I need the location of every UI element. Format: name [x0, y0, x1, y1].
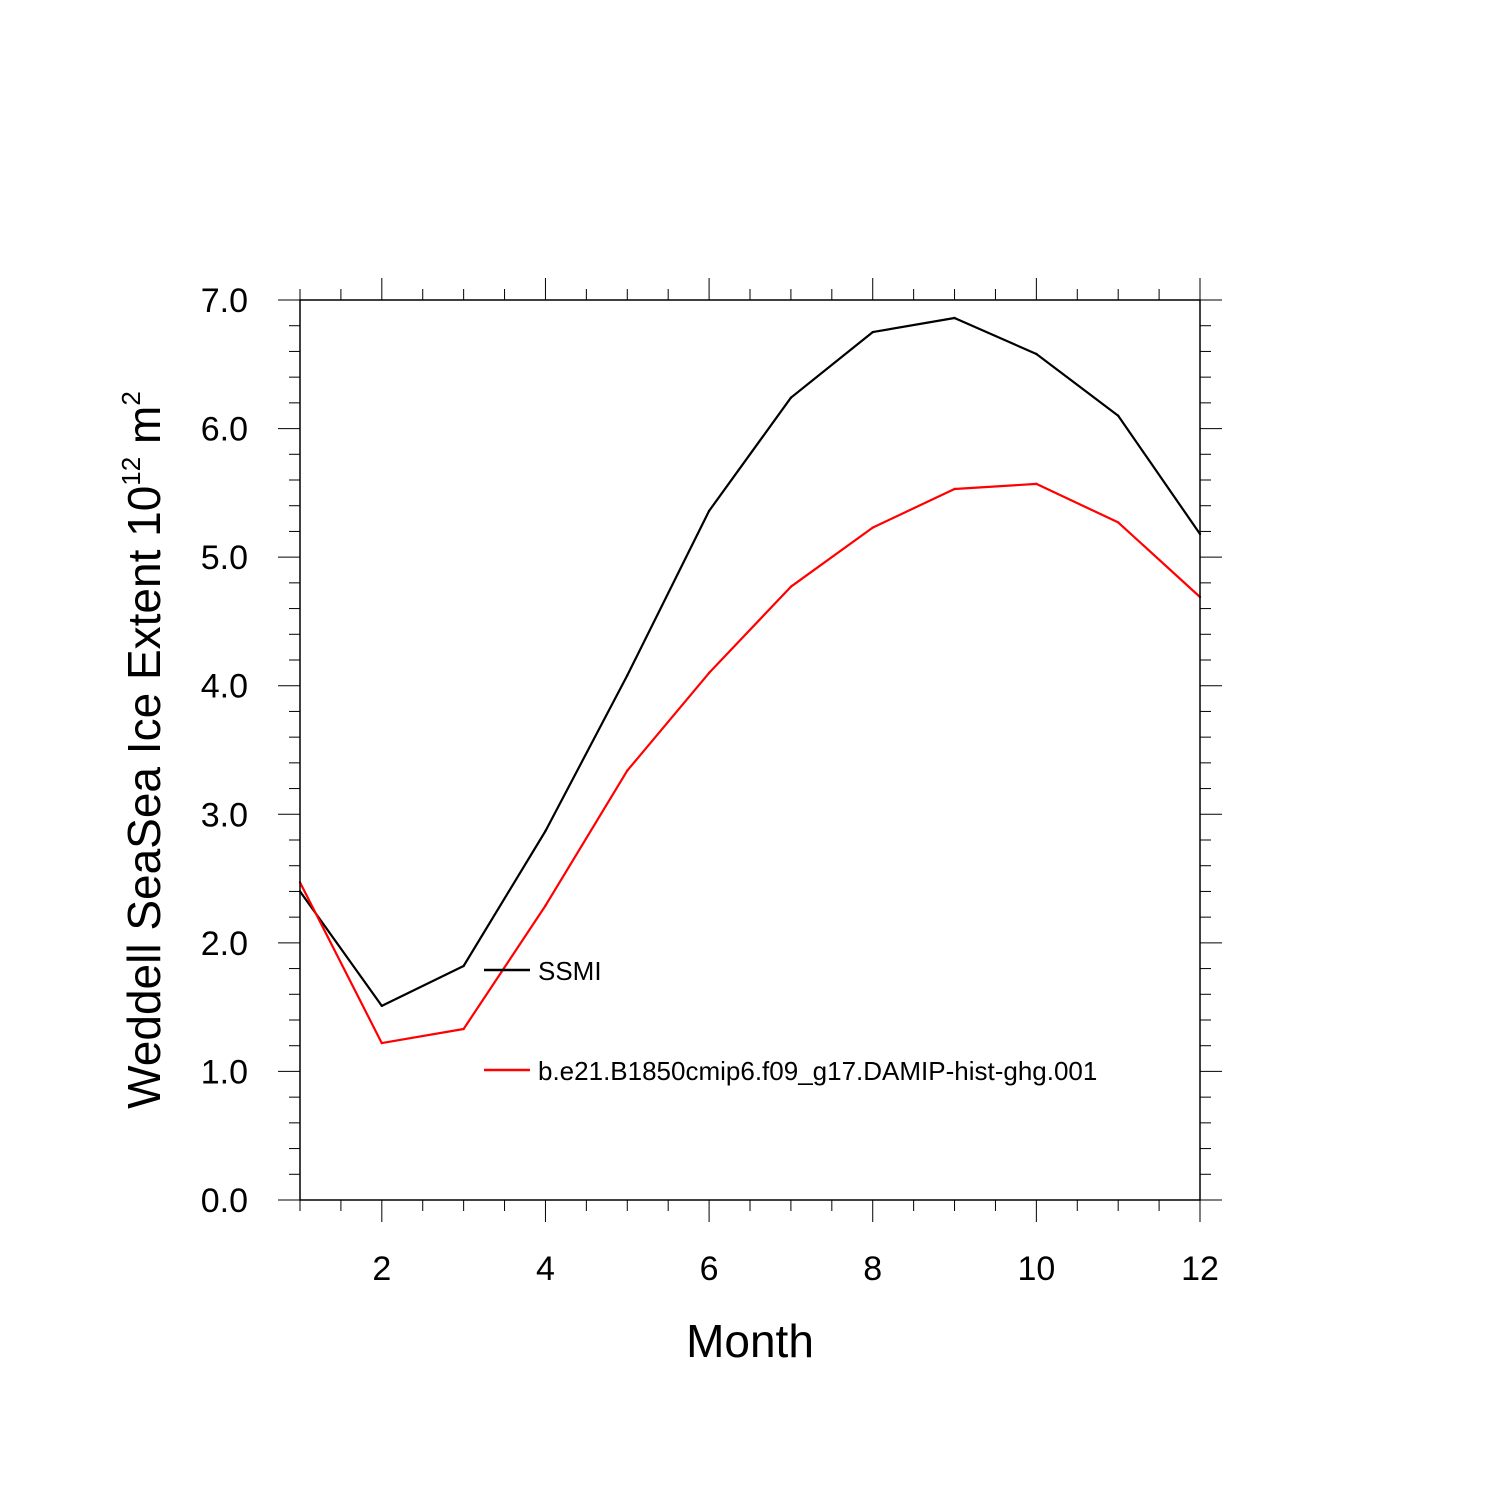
x-tick-label: 12 [1181, 1250, 1219, 1288]
tick-labels: 2 4 6 8 10 12 0.0 1.0 2.0 3.0 4.0 5.0 6.0 7.0 [201, 282, 1219, 1288]
series-layer [298, 316, 1202, 1045]
data-point [707, 509, 711, 513]
data-point [462, 964, 465, 968]
data-point [462, 1027, 465, 1031]
data-point [953, 487, 956, 491]
y-axis-title-exponent: 12 [116, 457, 146, 486]
y-tick-label: 1.0 [201, 1053, 248, 1091]
data-point [871, 330, 874, 334]
data-point [1116, 521, 1120, 524]
x-tick-label: 8 [863, 1250, 882, 1288]
x-tick-label: 6 [700, 1250, 719, 1288]
y-axis-title-unit: m [118, 406, 170, 457]
data-point [1035, 352, 1038, 356]
y-axis-title-main: Weddell SeaSea Ice Extent 10 [118, 486, 170, 1109]
legend: SSMI b.e21.B1850cmip6.f09_g17.DAMIP-hist… [484, 956, 1097, 1086]
axis-ticks [278, 278, 1222, 1222]
data-point [380, 1041, 384, 1045]
y-tick-label: 5.0 [201, 539, 248, 577]
legend-label-damip: b.e21.B1850cmip6.f09_g17.DAMIP-hist-ghg.… [538, 1056, 1097, 1086]
x-tick-label: 4 [536, 1250, 555, 1288]
data-point [1116, 414, 1120, 417]
y-axis-title: Weddell SeaSea Ice Extent 1012 m2 [116, 391, 170, 1109]
data-point [789, 396, 793, 399]
y-tick-label: 7.0 [201, 282, 248, 320]
x-tick-label: 2 [372, 1250, 391, 1288]
y-tick-label: 3.0 [201, 796, 248, 834]
data-point [707, 671, 711, 675]
plot-frame [299, 299, 1201, 1201]
series-line-0 [299, 316, 1201, 1008]
data-point [544, 829, 547, 833]
data-point [789, 585, 793, 588]
data-point [380, 1004, 384, 1008]
data-point [544, 904, 547, 907]
x-tick-label: 10 [1017, 1250, 1055, 1288]
y-tick-label: 2.0 [201, 925, 248, 963]
y-tick-label: 6.0 [201, 411, 248, 449]
x-axis-title: Month [686, 1315, 814, 1367]
data-point [626, 674, 629, 677]
data-point [1035, 482, 1038, 486]
legend-label-ssmi: SSMI [538, 956, 602, 986]
y-tick-label: 0.0 [201, 1182, 248, 1220]
data-point [953, 316, 956, 320]
series-line-1 [299, 482, 1201, 1045]
data-point [626, 769, 629, 772]
y-axis-title-unit-exponent: 2 [116, 391, 146, 405]
data-point [871, 526, 874, 529]
y-tick-label: 4.0 [201, 668, 248, 706]
